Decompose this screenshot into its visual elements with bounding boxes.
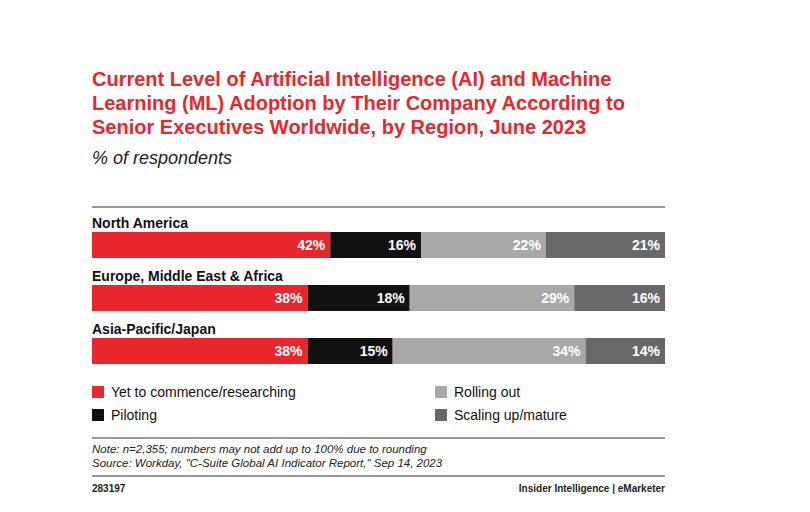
bar-segment (421, 232, 546, 258)
data-label: 34% (553, 343, 582, 359)
data-label: 29% (541, 290, 570, 306)
legend-swatch (92, 409, 104, 421)
legend-label: Rolling out (454, 384, 520, 400)
bar-segment (330, 232, 421, 258)
rule (92, 207, 665, 208)
legend-label: Scaling up/mature (454, 407, 567, 423)
legend-swatch (92, 386, 104, 398)
bar-segment (92, 338, 308, 364)
legend: Yet to commence/researching Piloting Rolli… (92, 384, 567, 423)
footer: Insider Intelligence | eMarketer (519, 483, 665, 494)
rule (92, 476, 665, 477)
category-label: North America (92, 215, 188, 231)
data-label: 21% (632, 237, 661, 253)
bar-segment (308, 338, 393, 364)
bar-segment (92, 285, 308, 311)
data-label: 42% (297, 237, 326, 253)
bar-segment (308, 285, 410, 311)
data-label: 38% (275, 343, 304, 359)
bar-segment (546, 232, 665, 258)
data-label: 14% (632, 343, 661, 359)
note: Note: n=2,355; numbers may not add up to… (92, 443, 427, 455)
bar-segment (92, 232, 330, 258)
legend-swatch (435, 386, 447, 398)
title: Current Level of Artificial Intelligence… (92, 68, 625, 138)
chart-id: 283197 (92, 483, 126, 494)
bars (92, 232, 665, 364)
data-label: 38% (275, 290, 304, 306)
category-label: Asia-Pacific/Japan (92, 321, 216, 337)
data-label: 18% (377, 290, 406, 306)
category-label: Europe, Middle East & Africa (92, 268, 283, 284)
bar-segment (410, 285, 575, 311)
legend-swatch (435, 409, 447, 421)
data-label: 22% (513, 237, 542, 253)
bar-segment (586, 338, 665, 364)
legend-label: Piloting (111, 407, 157, 423)
legend-label: Yet to commence/researching (111, 384, 296, 400)
data-label: 15% (360, 343, 389, 359)
labels: North America Europe, Middle East & Afric… (92, 215, 661, 359)
bar-segment (393, 338, 586, 364)
data-label: 16% (632, 290, 661, 306)
bar-segment (574, 285, 665, 311)
rule (92, 438, 665, 439)
subtitle: % of respondents (92, 148, 232, 168)
chart: Current Level of Artificial Intelligence… (0, 0, 810, 512)
source: Source: Workday, "C-Suite Global AI Indi… (92, 457, 443, 469)
data-label: 16% (388, 237, 417, 253)
